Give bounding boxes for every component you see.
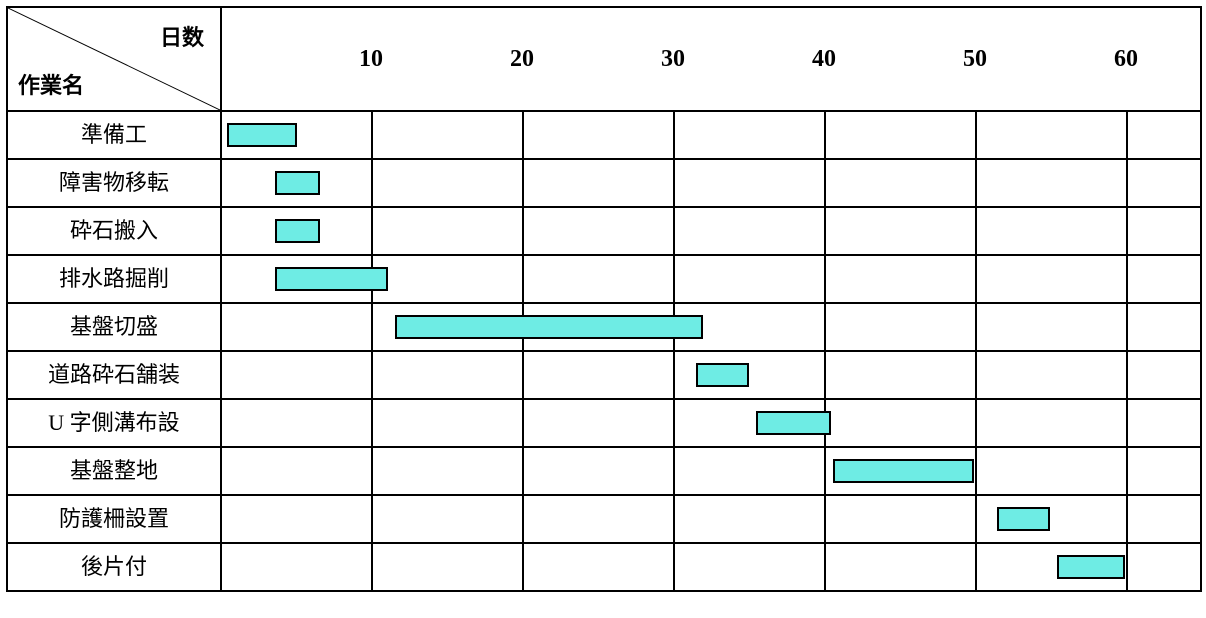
gantt-bar — [1057, 555, 1125, 579]
grid-cell — [221, 207, 372, 255]
task-row: U 字側溝布設 — [7, 399, 1201, 447]
grid-cell — [221, 543, 372, 591]
gantt-bar — [275, 267, 388, 291]
task-row: 後片付 — [7, 543, 1201, 591]
x-axis-tick: 30 — [661, 47, 685, 71]
header-days-label: 日数 — [160, 20, 204, 52]
gantt-bar — [833, 459, 974, 483]
task-row: 基盤切盛 — [7, 303, 1201, 351]
gantt-bar — [395, 315, 703, 339]
task-row: 基盤整地 — [7, 447, 1201, 495]
grid-cell — [221, 447, 372, 495]
task-label: U 字側溝布設 — [7, 399, 221, 447]
x-axis-tick: 10 — [359, 47, 383, 71]
task-row: 防護柵設置 — [7, 495, 1201, 543]
header-corner-cell: 日数 作業名 — [7, 7, 221, 111]
task-label: 防護柵設置 — [7, 495, 221, 543]
task-label: 準備工 — [7, 111, 221, 159]
grid-cell — [221, 303, 372, 351]
task-row: 障害物移転 — [7, 159, 1201, 207]
grid-cell — [221, 255, 372, 303]
task-row: 道路砕石舗装 — [7, 351, 1201, 399]
gantt-bar — [275, 171, 320, 195]
x-axis-tick: 20 — [510, 47, 534, 71]
task-label: 基盤整地 — [7, 447, 221, 495]
gantt-chart: 日数 作業名 10 20 30 40 50 60 準備工障害物移転砕石搬入排水路掘削基盤切… — [6, 6, 1202, 592]
task-label: 障害物移転 — [7, 159, 221, 207]
x-axis-tick: 60 — [1114, 47, 1138, 71]
gantt-bar — [227, 123, 298, 147]
gantt-bar — [275, 219, 320, 243]
task-label: 砕石搬入 — [7, 207, 221, 255]
gantt-bar — [696, 363, 749, 387]
grid-cell — [221, 495, 372, 543]
task-label: 基盤切盛 — [7, 303, 221, 351]
gantt-bar — [756, 411, 831, 435]
x-axis-tick: 40 — [812, 47, 836, 71]
task-row: 砕石搬入 — [7, 207, 1201, 255]
task-label: 道路砕石舗装 — [7, 351, 221, 399]
task-label: 排水路掘削 — [7, 255, 221, 303]
header-task-label: 作業名 — [18, 68, 84, 100]
grid-cell — [221, 351, 372, 399]
grid-cell — [221, 111, 372, 159]
task-row: 排水路掘削 — [7, 255, 1201, 303]
grid-cell — [221, 399, 372, 447]
x-axis-header: 10 20 30 40 50 60 — [221, 7, 1201, 111]
x-axis-tick: 50 — [963, 47, 987, 71]
task-row: 準備工 — [7, 111, 1201, 159]
grid-cell — [221, 159, 372, 207]
task-label: 後片付 — [7, 543, 221, 591]
gantt-bar — [997, 507, 1050, 531]
